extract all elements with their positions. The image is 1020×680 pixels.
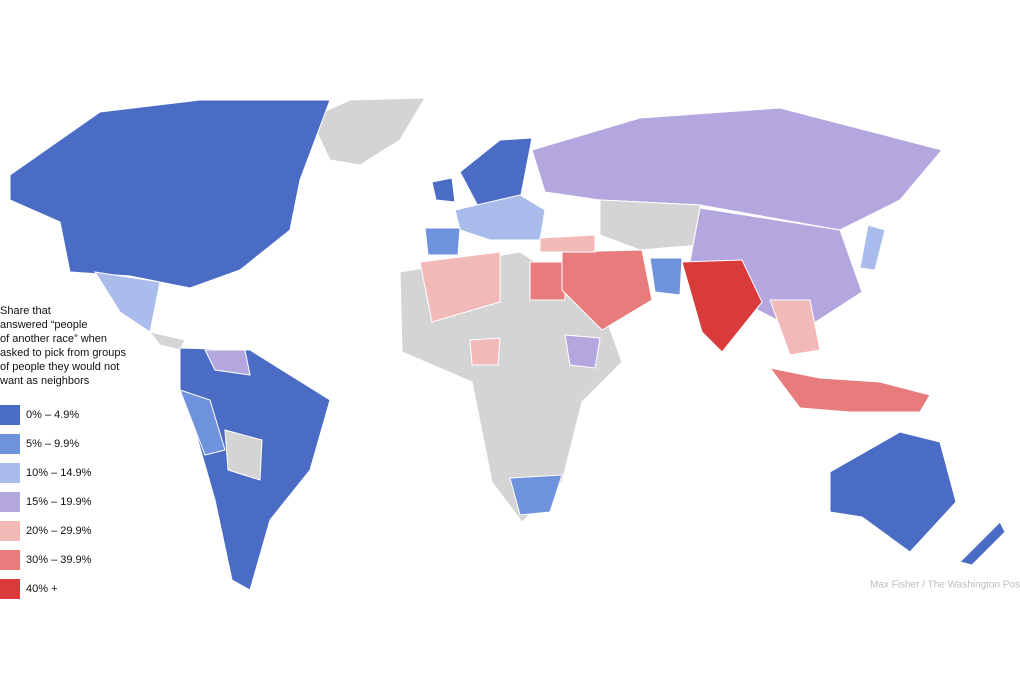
legend-label: 30% – 39.9%	[26, 554, 92, 566]
middle-east	[561, 249, 653, 331]
legend-label: 10% – 14.9%	[26, 467, 92, 479]
countries	[9, 97, 1006, 591]
legend-title: of people they would not	[0, 361, 119, 373]
pakistan	[649, 257, 683, 296]
legend-swatch	[0, 521, 20, 541]
legend-label: 5% – 9.9%	[26, 438, 79, 450]
central-asia	[599, 199, 701, 251]
legend-label: 40% +	[26, 583, 58, 595]
legend-swatch	[0, 492, 20, 512]
legend-title: answered “people	[0, 319, 87, 331]
australia	[829, 431, 957, 553]
se-asia	[769, 299, 821, 356]
legend-label: 15% – 19.9%	[26, 496, 92, 508]
iberia	[424, 227, 461, 256]
mexico	[93, 271, 161, 333]
bolivia	[224, 429, 263, 481]
legend-title: want as neighbors	[0, 375, 90, 387]
india	[681, 259, 763, 353]
legend: Share that answered “people of another rac…	[0, 305, 126, 599]
legend-swatch	[0, 579, 20, 599]
central-america	[148, 331, 186, 351]
new-zealand	[959, 521, 1006, 566]
nigeria	[469, 337, 501, 366]
turkey	[539, 234, 596, 253]
scandinavia	[459, 137, 533, 211]
legend-swatch	[0, 463, 20, 483]
legend-title: asked to pick from groups	[0, 347, 126, 359]
legend-label: 20% – 29.9%	[26, 525, 92, 537]
venezuela	[204, 349, 251, 376]
legend-label: 0% – 4.9%	[26, 409, 79, 421]
indonesia	[768, 367, 931, 413]
legend-swatch	[0, 550, 20, 570]
japan	[859, 224, 886, 271]
legend-title: Share that	[0, 305, 51, 317]
western-europe	[454, 194, 546, 241]
egypt	[529, 261, 566, 301]
south-africa	[509, 474, 563, 516]
russia	[531, 107, 943, 231]
ethiopia	[564, 334, 601, 369]
peru	[179, 389, 226, 456]
legend-swatch	[0, 405, 20, 425]
credit: Max Fisher / The Washington Post	[870, 580, 1020, 591]
north-africa	[419, 251, 501, 323]
uk	[431, 177, 456, 203]
legend-title: of another race” when	[0, 333, 107, 345]
greenland	[309, 97, 426, 166]
north-america	[9, 99, 331, 289]
legend-swatch	[0, 434, 20, 454]
